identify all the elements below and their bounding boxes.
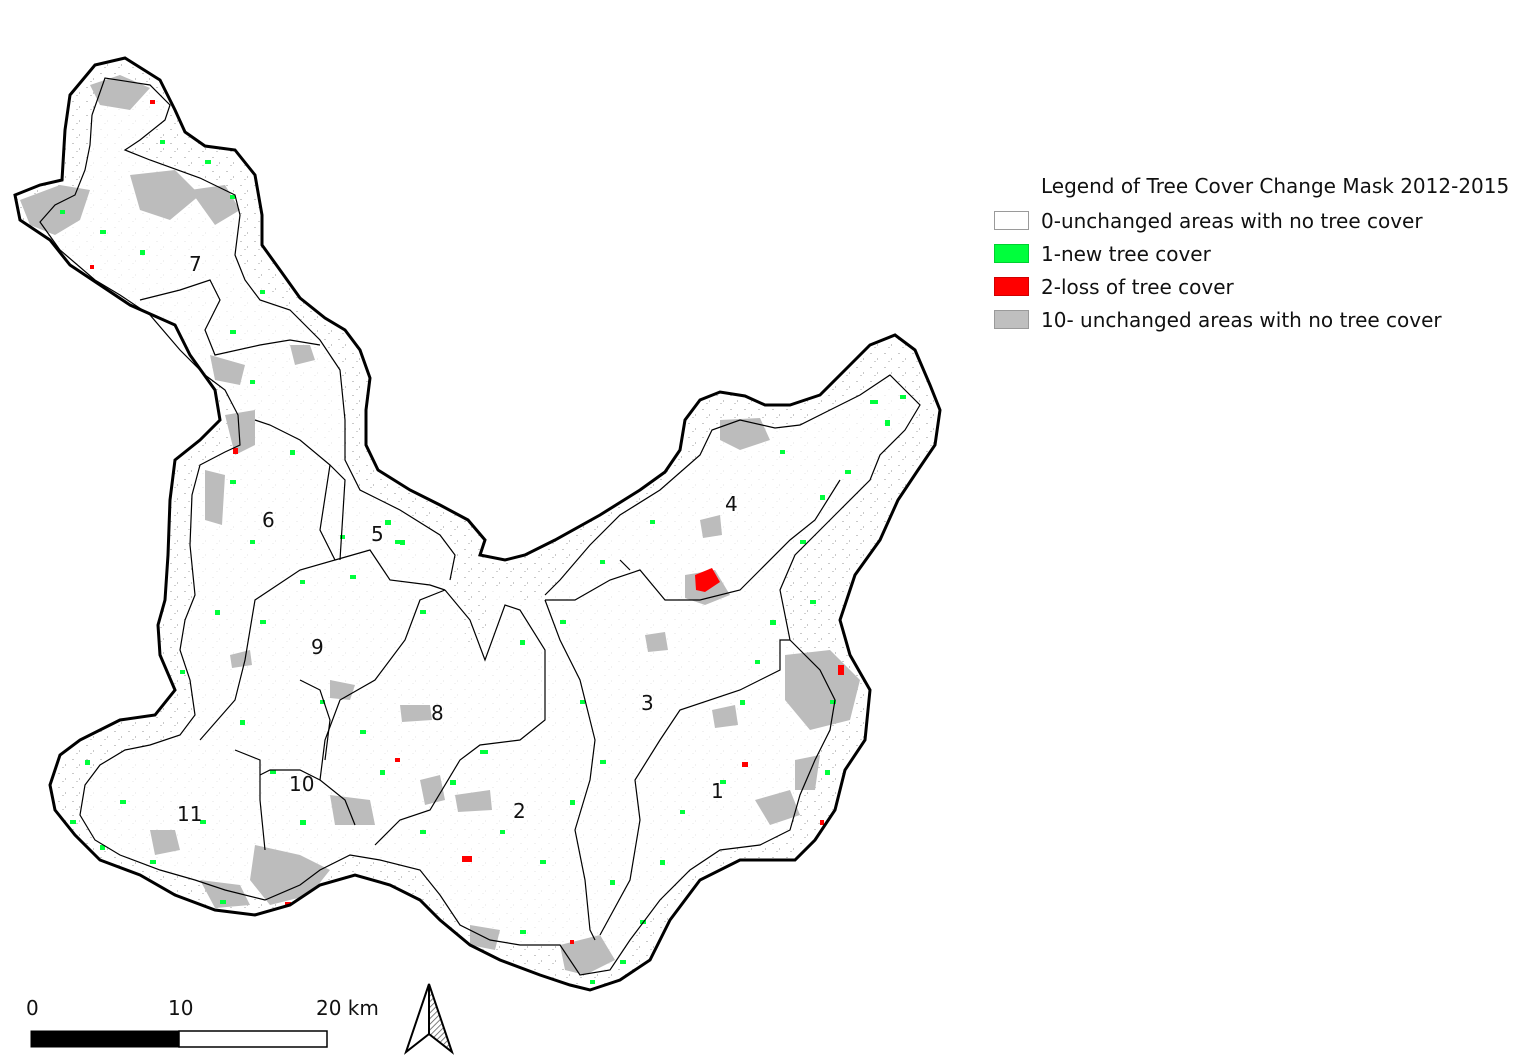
subbasin-label-11: 11 — [177, 802, 202, 826]
legend-item-new-tree-cover: 1-new tree cover — [994, 237, 1514, 270]
map-legend: Legend of Tree Cover Change Mask 2012-20… — [994, 174, 1514, 336]
scale-label-20: 20 km — [316, 996, 379, 1020]
legend-swatch — [994, 277, 1029, 296]
subbasin-label-6: 6 — [262, 508, 275, 532]
subbasin-label-8: 8 — [431, 701, 444, 725]
legend-label: 0-unchanged areas with no tree cover — [1041, 208, 1423, 233]
subbasin-label-2: 2 — [513, 799, 526, 823]
subbasin-label-9: 9 — [311, 635, 324, 659]
legend-item-unchanged-white: 0-unchanged areas with no tree cover — [994, 204, 1514, 237]
new-tree-cover-layer — [60, 140, 906, 984]
legend-swatch — [994, 310, 1029, 329]
legend-item-loss-of-tree-cover: 2-loss of tree cover — [994, 270, 1514, 303]
subbasin-label-10: 10 — [289, 772, 314, 796]
legend-swatch — [994, 244, 1029, 263]
legend-label: 2-loss of tree cover — [1041, 274, 1234, 299]
scale-label-10: 10 — [168, 996, 194, 1020]
scale-bar: 0 10 20 km — [22, 996, 402, 1056]
scale-label-0: 0 — [26, 996, 39, 1020]
legend-title: Legend of Tree Cover Change Mask 2012-20… — [1041, 174, 1510, 198]
subbasin-label-7: 7 — [189, 252, 202, 276]
subbasin-labels: 1 2 3 4 5 6 7 8 9 10 11 — [177, 252, 738, 826]
loss-of-tree-cover-layer — [90, 100, 844, 944]
north-arrow-icon — [403, 983, 455, 1055]
legend-item-unchanged-grey: 10- unchanged areas with no tree cover — [994, 303, 1514, 336]
subbasin-boundaries — [39, 77, 921, 976]
subbasin-label-1: 1 — [711, 779, 724, 803]
subbasin-label-4: 4 — [725, 492, 738, 516]
basin-area — [15, 58, 940, 990]
scale-bar-graphic — [30, 1030, 328, 1048]
legend-swatch — [994, 211, 1029, 230]
subbasin-label-3: 3 — [641, 691, 654, 715]
subbasin-label-5: 5 — [371, 522, 384, 546]
legend-label: 1-new tree cover — [1041, 241, 1211, 266]
legend-label: 10- unchanged areas with no tree cover — [1041, 307, 1442, 332]
